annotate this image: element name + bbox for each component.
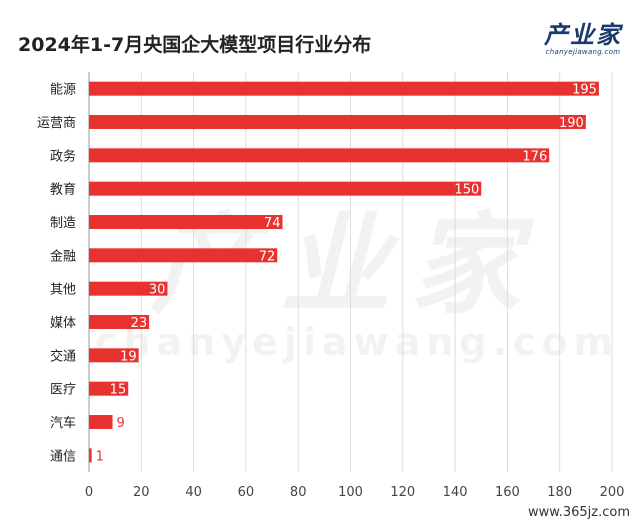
x-tick-label: 160 bbox=[495, 485, 520, 500]
category-label: 汽车 bbox=[50, 415, 76, 431]
data-label: 150 bbox=[454, 183, 479, 198]
data-label: 15 bbox=[110, 383, 127, 398]
x-tick-label: 100 bbox=[338, 485, 363, 500]
bar bbox=[89, 248, 278, 263]
bar bbox=[89, 81, 599, 96]
data-label: 72 bbox=[259, 249, 276, 264]
bar bbox=[89, 281, 168, 296]
bar bbox=[89, 181, 482, 196]
x-tick-label: 20 bbox=[133, 485, 150, 500]
bar bbox=[89, 315, 150, 329]
x-tick-label: 40 bbox=[185, 485, 202, 500]
data-label: 30 bbox=[149, 283, 166, 298]
category-label: 金融 bbox=[50, 248, 76, 264]
logo-url: chanyejiawang.com bbox=[545, 48, 621, 56]
footer-watermark: www.365jz.com bbox=[528, 505, 630, 520]
category-label: 能源 bbox=[50, 83, 76, 98]
data-label: 1 bbox=[96, 449, 104, 464]
x-tick-label: 0 bbox=[85, 485, 93, 500]
category-label: 媒体 bbox=[50, 316, 76, 331]
bar bbox=[89, 215, 283, 229]
category-label: 交通 bbox=[50, 348, 76, 364]
x-tick-label: 180 bbox=[547, 485, 572, 500]
data-label: 19 bbox=[120, 349, 137, 364]
data-label: 74 bbox=[264, 216, 281, 231]
x-tick-label: 80 bbox=[290, 485, 307, 500]
data-label: 190 bbox=[559, 116, 584, 131]
logo-text: 产业家 bbox=[544, 21, 622, 49]
bar bbox=[89, 415, 113, 429]
category-label: 制造 bbox=[50, 216, 76, 231]
category-label: 通信 bbox=[50, 449, 76, 464]
brand-logo: 产业家 chanyejiawang.com bbox=[544, 22, 622, 56]
x-tick-label: 120 bbox=[390, 485, 415, 500]
data-label: 195 bbox=[572, 83, 597, 98]
category-label: 运营商 bbox=[37, 116, 76, 131]
chart-title: 2024年1-7月央国企大模型项目行业分布 bbox=[18, 34, 372, 56]
data-label: 176 bbox=[522, 149, 547, 164]
x-tick-label: 140 bbox=[443, 485, 468, 500]
category-label: 政务 bbox=[50, 148, 76, 164]
bar bbox=[89, 381, 129, 396]
category-label: 教育 bbox=[50, 182, 76, 198]
category-label: 医疗 bbox=[50, 383, 76, 398]
bar bbox=[89, 448, 92, 463]
bar bbox=[89, 348, 139, 363]
bar bbox=[89, 115, 586, 129]
data-label: 9 bbox=[117, 416, 125, 431]
category-label: 其他 bbox=[50, 283, 76, 298]
data-label: 23 bbox=[131, 316, 148, 331]
bar bbox=[89, 148, 550, 163]
x-tick-label: 200 bbox=[600, 485, 625, 500]
x-tick-label: 60 bbox=[238, 485, 255, 500]
